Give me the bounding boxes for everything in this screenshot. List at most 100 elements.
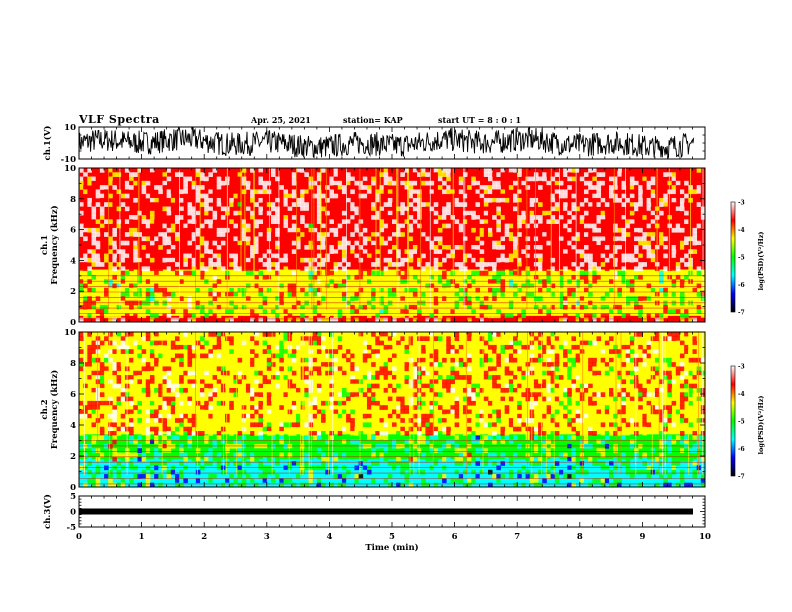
ch1-spectrogram-cell	[229, 202, 234, 207]
ch1-spectrogram-cell	[546, 262, 551, 267]
ch1-spectrogram-cell	[108, 193, 113, 199]
ch1-spectrogram-cell	[191, 279, 197, 284]
ch1-spectrogram-cell	[396, 262, 401, 267]
ch1-spectrogram-cell	[496, 245, 501, 250]
ch1-spectrogram-cell	[258, 262, 264, 267]
ch1-spectrogram-cell	[341, 185, 347, 190]
ch2-spectrogram-cell	[287, 469, 293, 475]
ch2-spectrogram-cell	[279, 452, 284, 458]
ch2-spectrogram-cell	[116, 344, 122, 350]
ch2-spectrogram-cell	[270, 353, 276, 359]
ch2-spectrogram-cell	[283, 392, 289, 397]
y-tick-label: 10	[64, 123, 76, 133]
ch2-spectrogram-cell	[291, 439, 297, 445]
ch1-spectrogram-cell	[87, 240, 92, 246]
ch1-spectrogram-cell	[104, 193, 109, 199]
ch1-spectrogram-cell	[362, 296, 368, 302]
ch1-spectrogram-cell	[417, 189, 422, 195]
ch1-spectrogram-cell	[79, 223, 84, 229]
ch1-spectrogram-cell	[266, 236, 272, 242]
ch1-spectrogram-cell	[379, 296, 385, 302]
ch1-spectrogram-cell	[104, 253, 109, 259]
ch2-spectrogram-cell	[392, 336, 397, 342]
ch1-spectrogram-cell	[170, 245, 176, 250]
ch1-spectrogram-cell	[437, 249, 443, 254]
ch1-spectrogram-cell	[692, 176, 698, 182]
ch2-spectrogram-cell	[133, 357, 138, 363]
ch2-spectrogram-cell	[145, 332, 151, 337]
ch2-spectrogram-cell	[429, 340, 435, 346]
ch1-spectrogram-cell	[108, 279, 113, 284]
ch1-spectrogram-cell	[258, 210, 264, 216]
ch2-spectrogram-cell	[379, 461, 385, 466]
ch2-spectrogram-cell	[174, 474, 180, 479]
ch1-spectrogram-cell	[308, 227, 314, 233]
ch2-spectrogram-cell	[354, 366, 360, 372]
ch1-spectrogram-cell	[408, 223, 414, 229]
ch1-spectrogram-cell	[95, 176, 101, 182]
ch1-spectrogram-cell	[496, 240, 501, 246]
ch1-spectrogram-cell	[437, 215, 443, 220]
ch1-spectrogram-cell	[145, 210, 151, 216]
ch2-spectrogram-cell	[316, 383, 322, 389]
ch1-spectrogram-cell	[270, 168, 276, 173]
ch2-spectrogram-cell	[425, 375, 430, 380]
ch2-spectrogram-cell	[133, 379, 138, 385]
ch1-spectrogram-cell	[583, 309, 589, 314]
ch1-spectrogram-cell	[588, 304, 593, 310]
ch2-spectrogram-cell	[304, 456, 309, 462]
ch1-spectrogram-cell	[195, 197, 201, 203]
ch2-spectrogram-cell	[87, 400, 92, 406]
ch2-spectrogram-cell	[329, 370, 334, 376]
ch2-spectrogram-cell	[383, 375, 389, 380]
ch1-spectrogram-cell	[667, 185, 673, 190]
ch2-spectrogram-cell	[129, 400, 134, 406]
ch2-spectrogram-cell	[375, 478, 380, 484]
ch1-spectrogram-cell	[692, 283, 698, 289]
ch2-spectrogram-cell	[266, 431, 272, 436]
ch1-spectrogram-cell	[275, 240, 280, 246]
ch2-spectrogram-cell	[191, 383, 197, 389]
ch1-spectrogram-cell	[479, 257, 485, 263]
ch1-spectrogram-cell	[508, 253, 514, 259]
ch2-spectrogram-cell	[350, 435, 355, 441]
ch1-spectrogram-cell	[500, 180, 506, 186]
ch1-spectrogram-cell	[563, 253, 568, 259]
ch1-spectrogram-cell	[296, 172, 301, 177]
ch1-spectrogram-cell	[583, 257, 589, 263]
ch1-spectrogram-cell	[116, 168, 122, 173]
ch2-spectrogram-cell	[137, 443, 142, 449]
ch1-spectrogram-cell	[425, 266, 430, 272]
ch1-spectrogram-cell	[200, 240, 205, 246]
ch1-spectrogram-cell	[604, 219, 610, 225]
ch1-spectrogram-cell	[696, 215, 702, 220]
ch2-spectrogram-cell	[95, 482, 101, 488]
ch1-spectrogram-cell	[667, 249, 673, 254]
ch1-spectrogram-cell	[667, 215, 673, 220]
ch2-spectrogram-cell	[337, 431, 343, 436]
ch1-spectrogram-cell	[283, 279, 289, 284]
ch1-spectrogram-cell	[634, 215, 639, 220]
ch1-spectrogram-cell	[625, 253, 631, 259]
ch2-spectrogram-cell	[141, 349, 147, 354]
ch2-spectrogram-cell	[321, 418, 326, 423]
ch2-spectrogram-cell	[387, 340, 393, 346]
ch1-spectrogram-cell	[229, 219, 234, 225]
ch2-spectrogram-cell	[308, 439, 314, 445]
ch2-spectrogram-cell	[99, 366, 105, 372]
ch2-spectrogram-cell	[262, 469, 268, 475]
ch1-spectrogram-cell	[366, 304, 372, 310]
ch2-spectrogram-cell	[408, 456, 414, 462]
ch2-spectrogram-cell	[204, 456, 209, 462]
ch2-spectrogram-cell	[174, 392, 180, 397]
ch2-spectrogram-cell	[225, 478, 230, 484]
ch2-spectrogram-cell	[216, 366, 222, 372]
ch1-spectrogram-cell	[529, 168, 535, 173]
ch1-spectrogram-cell	[183, 304, 188, 310]
ch1-spectrogram-cell	[204, 279, 209, 284]
ch2-spectrogram-cell	[254, 431, 259, 436]
ch2-spectrogram-cell	[170, 426, 176, 432]
ch1-spectrogram-cell	[550, 292, 556, 297]
ch1-spectrogram-cell	[613, 193, 618, 199]
ch1-spectrogram-cell	[604, 283, 610, 289]
